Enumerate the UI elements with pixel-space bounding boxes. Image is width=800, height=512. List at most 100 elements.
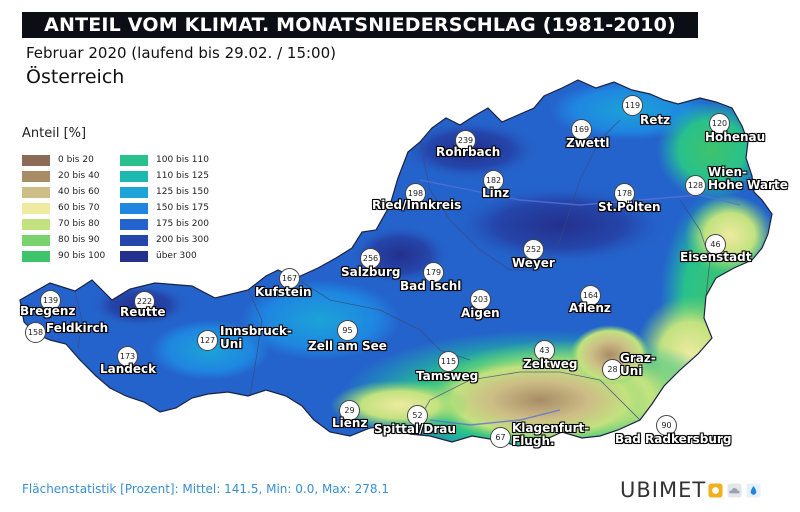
precipitation-field bbox=[20, 80, 772, 446]
legend-label: über 300 bbox=[156, 251, 197, 261]
station-value-marker: 222 bbox=[134, 291, 155, 312]
station-value-marker: 139 bbox=[40, 290, 61, 311]
legend-item: über 300 bbox=[120, 250, 197, 262]
legend-label: 40 bis 60 bbox=[58, 187, 100, 197]
legend-item: 0 bis 20 bbox=[22, 154, 94, 166]
legend-label: 175 bis 200 bbox=[156, 219, 209, 229]
city-label: Zell am See bbox=[308, 339, 387, 353]
legend-item: 200 bis 300 bbox=[120, 234, 209, 246]
map-subtitle: Februar 2020 (laufend bis 29.02. / 15:00… bbox=[26, 44, 336, 62]
station-value-marker: 52 bbox=[407, 405, 428, 426]
legend-label: 80 bis 90 bbox=[58, 235, 100, 245]
legend-label: 200 bis 300 bbox=[156, 235, 209, 245]
area-statistics: Flächenstatistik [Prozent]: Mittel: 141.… bbox=[22, 482, 389, 496]
legend-label: 60 bis 70 bbox=[58, 203, 100, 213]
legend-swatch bbox=[120, 202, 148, 214]
legend-item: 40 bis 60 bbox=[22, 186, 100, 198]
legend-label: 110 bis 125 bbox=[156, 171, 209, 181]
legend-swatch bbox=[22, 250, 50, 262]
city-label: Landeck bbox=[100, 362, 157, 376]
city-label: Bad Radkersburg bbox=[615, 432, 732, 446]
city-label: Innsbruck- Uni bbox=[220, 324, 292, 351]
station-value-marker: 164 bbox=[580, 285, 601, 306]
city-label: Spittal/Drau bbox=[374, 422, 456, 436]
legend-label: 20 bis 40 bbox=[58, 171, 100, 181]
legend-swatch bbox=[22, 234, 50, 246]
city-label: Klagenfurt- Flugh. bbox=[512, 421, 590, 448]
station-value-marker: 46 bbox=[705, 234, 726, 255]
station-value-marker: 169 bbox=[571, 119, 592, 140]
station-value-marker: 127 bbox=[197, 330, 218, 351]
city-label: Salzburg bbox=[341, 265, 401, 279]
brand-icons bbox=[707, 481, 761, 499]
station-value-marker: 182 bbox=[483, 170, 504, 191]
city-label: Retz bbox=[640, 113, 671, 127]
city-label: Bad Ischl bbox=[400, 279, 462, 293]
legend-swatch bbox=[22, 170, 50, 182]
legend-item: 80 bis 90 bbox=[22, 234, 100, 246]
legend-label: 125 bis 150 bbox=[156, 187, 209, 197]
station-value-marker: 252 bbox=[523, 239, 544, 260]
brand-logo: UBIMET bbox=[620, 478, 707, 502]
station-value-marker: 167 bbox=[279, 268, 300, 289]
raindrop-icon bbox=[745, 481, 761, 499]
city-label: Kufstein bbox=[255, 285, 312, 299]
cloud-icon bbox=[726, 481, 742, 499]
city-label: St.Pölten bbox=[598, 200, 661, 214]
legend-swatch bbox=[120, 186, 148, 198]
legend-item: 110 bis 125 bbox=[120, 170, 209, 182]
legend-title: Anteil [%] bbox=[22, 126, 87, 141]
station-value-marker: 198 bbox=[405, 183, 426, 204]
city-label: Aflenz bbox=[569, 301, 611, 315]
city-label: Tamsweg bbox=[416, 369, 479, 383]
legend-swatch bbox=[120, 218, 148, 230]
city-label: Rohrbach bbox=[436, 145, 501, 159]
legend-label: 0 bis 20 bbox=[58, 155, 94, 165]
station-value-marker: 90 bbox=[656, 415, 677, 436]
legend-item: 70 bis 80 bbox=[22, 218, 100, 230]
station-value-marker: 203 bbox=[470, 289, 491, 310]
legend-item: 150 bis 175 bbox=[120, 202, 209, 214]
city-label: Zeltweg bbox=[523, 357, 578, 371]
station-value-marker: 239 bbox=[455, 130, 476, 151]
station-value-marker: 173 bbox=[117, 346, 138, 367]
legend-label: 150 bis 175 bbox=[156, 203, 209, 213]
legend-swatch bbox=[120, 250, 148, 262]
legend-item: 100 bis 110 bbox=[120, 154, 209, 166]
station-value-marker: 120 bbox=[709, 113, 730, 134]
region-label: Österreich bbox=[26, 66, 125, 88]
city-label: Feldkirch bbox=[46, 321, 109, 335]
legend-swatch bbox=[120, 154, 148, 166]
station-value-marker: 67 bbox=[490, 427, 511, 448]
station-value-marker: 128 bbox=[685, 175, 706, 196]
legend-item: 90 bis 100 bbox=[22, 250, 105, 262]
city-label: Aigen bbox=[461, 306, 500, 320]
legend-swatch bbox=[22, 154, 50, 166]
station-value-marker: 115 bbox=[438, 351, 459, 372]
legend-item: 175 bis 200 bbox=[120, 218, 209, 230]
station-value-marker: 95 bbox=[337, 320, 358, 341]
city-label: Weyer bbox=[512, 256, 555, 270]
station-value-marker: 119 bbox=[622, 95, 643, 116]
station-value-marker: 43 bbox=[534, 340, 555, 361]
city-label: Wien- Hohe Warte bbox=[708, 165, 788, 192]
sun-icon bbox=[707, 481, 723, 499]
station-value-marker: 29 bbox=[339, 400, 360, 421]
station-value-marker: 158 bbox=[25, 322, 46, 343]
city-label: Zwettl bbox=[566, 136, 610, 150]
city-label: Bregenz bbox=[20, 304, 76, 318]
legend-label: 90 bis 100 bbox=[58, 251, 106, 261]
legend-swatch bbox=[22, 202, 50, 214]
legend-label: 100 bis 110 bbox=[156, 155, 209, 165]
station-value-marker: 28 bbox=[602, 359, 623, 380]
map-title: ANTEIL VOM KLIMAT. MONATSNIEDERSCHLAG (1… bbox=[22, 12, 698, 38]
legend-item: 20 bis 40 bbox=[22, 170, 100, 182]
station-value-marker: 178 bbox=[614, 183, 635, 204]
city-label: Linz bbox=[482, 186, 510, 200]
city-label: Reutte bbox=[120, 305, 166, 319]
legend-item: 60 bis 70 bbox=[22, 202, 100, 214]
station-value-marker: 256 bbox=[360, 248, 381, 269]
city-label: Eisenstadt bbox=[680, 250, 752, 264]
city-label: Hohenau bbox=[705, 130, 766, 144]
station-value-marker: 179 bbox=[423, 262, 444, 283]
